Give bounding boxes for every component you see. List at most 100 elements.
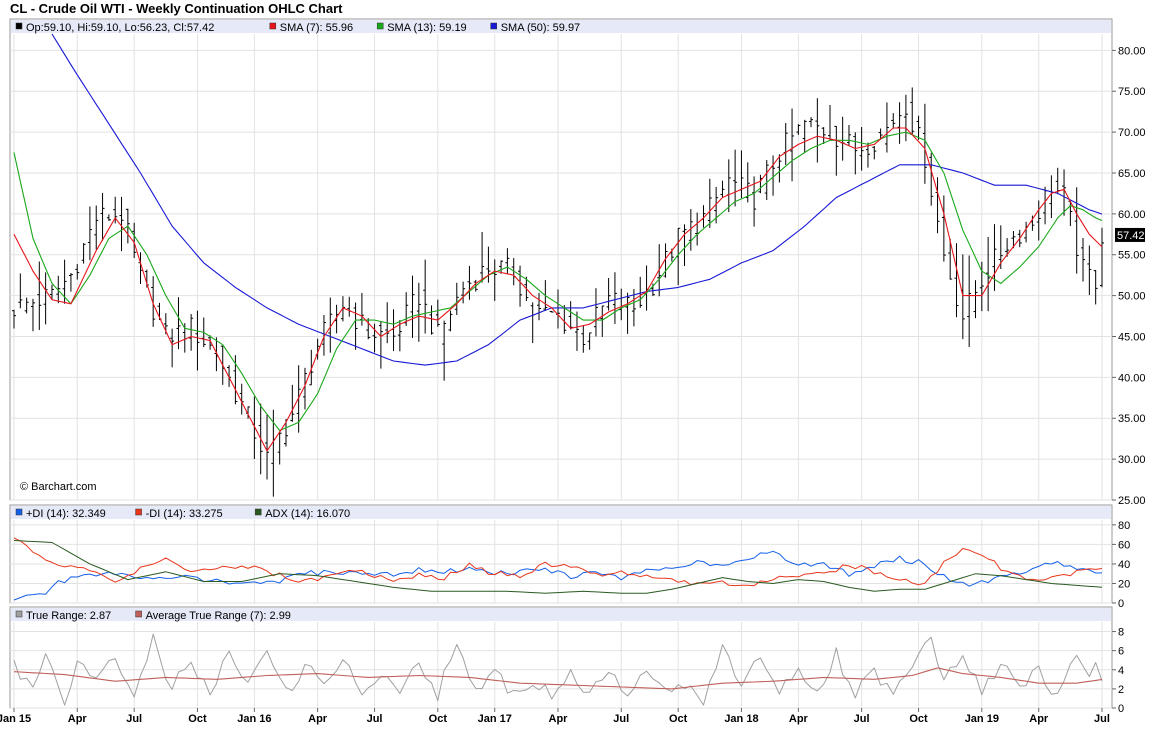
- ohlc-bar: [416, 282, 421, 342]
- ohlc-bar: [846, 125, 851, 146]
- ohlc-bar: [397, 319, 402, 352]
- price-ytick-label: 40.00: [1118, 372, 1146, 384]
- ohlc-bar: [720, 180, 725, 198]
- adx-line: [13, 540, 1103, 594]
- ohlc-bar: [764, 160, 769, 201]
- ohlc-bar: [49, 284, 54, 300]
- ohlc-bar: [688, 209, 693, 251]
- price-ytick-label: 80.00: [1118, 45, 1146, 57]
- x-tick-label: Jul: [367, 713, 383, 725]
- ohlc-bar: [1062, 169, 1067, 216]
- ohlc-bar: [1036, 200, 1041, 241]
- x-tick-label: Apr: [1029, 713, 1049, 725]
- ohlc-bar: [910, 87, 915, 135]
- x-tick-label: Oct: [429, 713, 448, 725]
- ohlc-bar: [1011, 231, 1016, 249]
- ohlc-bar: [454, 282, 459, 315]
- price-ytick-label: 50.00: [1118, 291, 1146, 303]
- ohlc-bar: [195, 310, 200, 371]
- ohlc-bar: [518, 265, 523, 307]
- ohlc-bar: [916, 115, 921, 140]
- ohlc-bar: [189, 314, 194, 351]
- ohlc-bar: [24, 297, 29, 314]
- ohlc-bar: [30, 298, 35, 332]
- price-ytick-label: 25.00: [1118, 495, 1146, 507]
- ohlc-bar: [897, 102, 902, 144]
- x-tick-label: Jan 17: [478, 713, 512, 725]
- ohlc-bar: [954, 243, 959, 318]
- ohlc-bar: [568, 301, 573, 330]
- x-tick-label: Jan 19: [965, 713, 999, 725]
- ohlc-bar: [43, 272, 48, 325]
- tr-legend-swatch: [15, 610, 23, 618]
- ohlc-bar: [574, 311, 579, 351]
- x-tick-label: Apr: [549, 713, 569, 725]
- tr-legend-swatch: [135, 610, 142, 618]
- tr-ytick-label: 0: [1118, 703, 1124, 715]
- dmi-ytick-label: 80: [1118, 520, 1130, 532]
- page-title: CL - Crude Oil WTI - Weekly Continuation…: [10, 1, 343, 16]
- dmi-ytick-label: 20: [1118, 578, 1130, 590]
- x-tick-label: Apr: [68, 713, 88, 725]
- tr-ytick-label: 4: [1118, 665, 1124, 677]
- x-tick-label: Jul: [613, 713, 629, 725]
- dmi-legend-swatch: [135, 508, 142, 516]
- x-tick-label: Jan 18: [724, 713, 758, 725]
- price-frame: [9, 18, 1113, 501]
- dmi-ytick-label: 0: [1118, 598, 1124, 610]
- x-tick-label: Jul: [854, 713, 870, 725]
- ohlc-bar: [802, 119, 807, 154]
- ohlc-bar: [309, 349, 314, 386]
- ohlc-bar: [884, 102, 889, 153]
- price-legend-swatch: [490, 22, 497, 30]
- ohlc-bar: [612, 272, 617, 324]
- last-price-label: 57.42: [1117, 230, 1145, 242]
- ohlc-bar: [480, 231, 485, 283]
- price-ytick-label: 30.00: [1118, 454, 1146, 466]
- dmi-legend-swatch: [254, 508, 262, 516]
- sma50-line: [51, 33, 1103, 366]
- tr-legend-bg: [11, 608, 1111, 621]
- x-tick-label: Jan 16: [237, 713, 271, 725]
- price-legend-label: SMA (50): 59.97: [501, 22, 581, 34]
- ohlc-bar: [353, 302, 358, 350]
- dmi-legend-label: ADX (14): 16.070: [265, 508, 350, 520]
- x-tick-label: Oct: [188, 713, 207, 725]
- dmi-legend-label: -DI (14): 33.275: [146, 508, 223, 520]
- ohlc-bar: [1100, 227, 1104, 288]
- ohlc-bar: [290, 384, 295, 422]
- ohlc-bar: [790, 108, 795, 182]
- price-legend-swatch: [15, 22, 23, 30]
- ohlc-bar: [429, 305, 434, 335]
- ohlc-bar: [682, 224, 687, 267]
- ohlc-bar: [208, 335, 213, 350]
- price-legend-label: SMA (13): 59.19: [387, 22, 467, 34]
- ohlc-bar: [321, 315, 326, 356]
- price-panel: 80.00 75.00 70.00 65.00 60.00 55.00 50.00 45.00…: [9, 18, 1146, 507]
- ohlc-bar: [834, 125, 839, 176]
- price-ytick-label: 35.00: [1118, 413, 1146, 425]
- ohlc-bar: [733, 149, 738, 207]
- ohlc-bar: [87, 206, 92, 261]
- ohlc-bar: [929, 152, 934, 206]
- ohlc-bar: [170, 328, 175, 368]
- ohlc-bar: [302, 367, 307, 410]
- last-price-box: [1115, 227, 1145, 242]
- ohlc-bar: [176, 297, 181, 350]
- ohlc-bar: [461, 281, 466, 304]
- price-ytick-label: 65.00: [1118, 168, 1146, 180]
- ohlc-bar: [366, 318, 371, 340]
- ohlc-bar: [707, 178, 712, 228]
- ohlc-bar: [467, 265, 472, 300]
- x-tick-label: Jan 15: [0, 713, 31, 725]
- ohlc-bar: [872, 145, 877, 160]
- ohlc-bar: [973, 280, 978, 319]
- ohlc-bar: [777, 154, 782, 183]
- ohlc-bar: [948, 238, 953, 280]
- ohlc-bar: [593, 288, 598, 337]
- tr-ytick-label: 6: [1118, 646, 1124, 658]
- sma13-line: [13, 131, 1103, 432]
- tr-frame: [9, 606, 1113, 709]
- x-tick-label: Apr: [789, 713, 809, 725]
